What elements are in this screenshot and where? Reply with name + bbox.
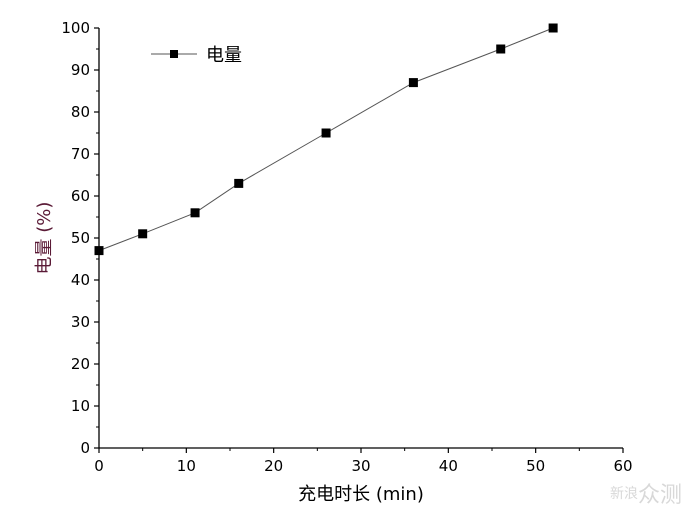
- y-tick-label: 60: [71, 187, 90, 205]
- data-point: [234, 178, 244, 188]
- y-axis-ticks: 0 10 20 30 40 50 60 70 80 90 100: [61, 19, 99, 457]
- legend-marker: [170, 50, 178, 58]
- legend-label: 电量: [206, 45, 242, 66]
- y-tick-label: 70: [71, 145, 90, 163]
- watermark-brand: 新浪: [610, 486, 638, 502]
- y-tick-label: 40: [71, 271, 90, 289]
- data-point: [138, 229, 148, 239]
- x-tick-label: 50: [526, 457, 545, 475]
- x-tick-label: 20: [264, 457, 283, 475]
- x-tick-label: 0: [94, 457, 104, 475]
- watermark-text: 众测: [638, 483, 682, 508]
- data-point: [321, 128, 331, 138]
- x-axis-title: 充电时长 (min): [298, 484, 424, 505]
- series-line: [98, 27, 554, 252]
- data-point: [408, 78, 418, 88]
- x-tick-label: 10: [177, 457, 196, 475]
- plot-area: [94, 23, 558, 256]
- y-tick-label: 20: [71, 355, 90, 373]
- x-axis-ticks: 0 10 20 30 40 50 60: [94, 448, 633, 475]
- y-tick-label: 30: [71, 313, 90, 331]
- data-point: [496, 44, 506, 54]
- y-tick-label: 50: [71, 229, 90, 247]
- y-tick-label: 0: [80, 439, 90, 457]
- y-tick-label: 100: [61, 19, 90, 37]
- x-tick-label: 30: [351, 457, 370, 475]
- x-tick-label: 40: [439, 457, 458, 475]
- data-point: [548, 23, 558, 33]
- data-point: [190, 208, 200, 218]
- data-point: [94, 246, 104, 256]
- y-tick-label: 90: [71, 61, 90, 79]
- watermark: 新浪 众测: [610, 483, 682, 508]
- y-axis-title: 电量 (%): [34, 202, 55, 275]
- y-tick-label: 10: [71, 397, 90, 415]
- x-tick-label: 60: [613, 457, 632, 475]
- y-tick-label: 80: [71, 103, 90, 121]
- legend: 电量: [151, 45, 242, 66]
